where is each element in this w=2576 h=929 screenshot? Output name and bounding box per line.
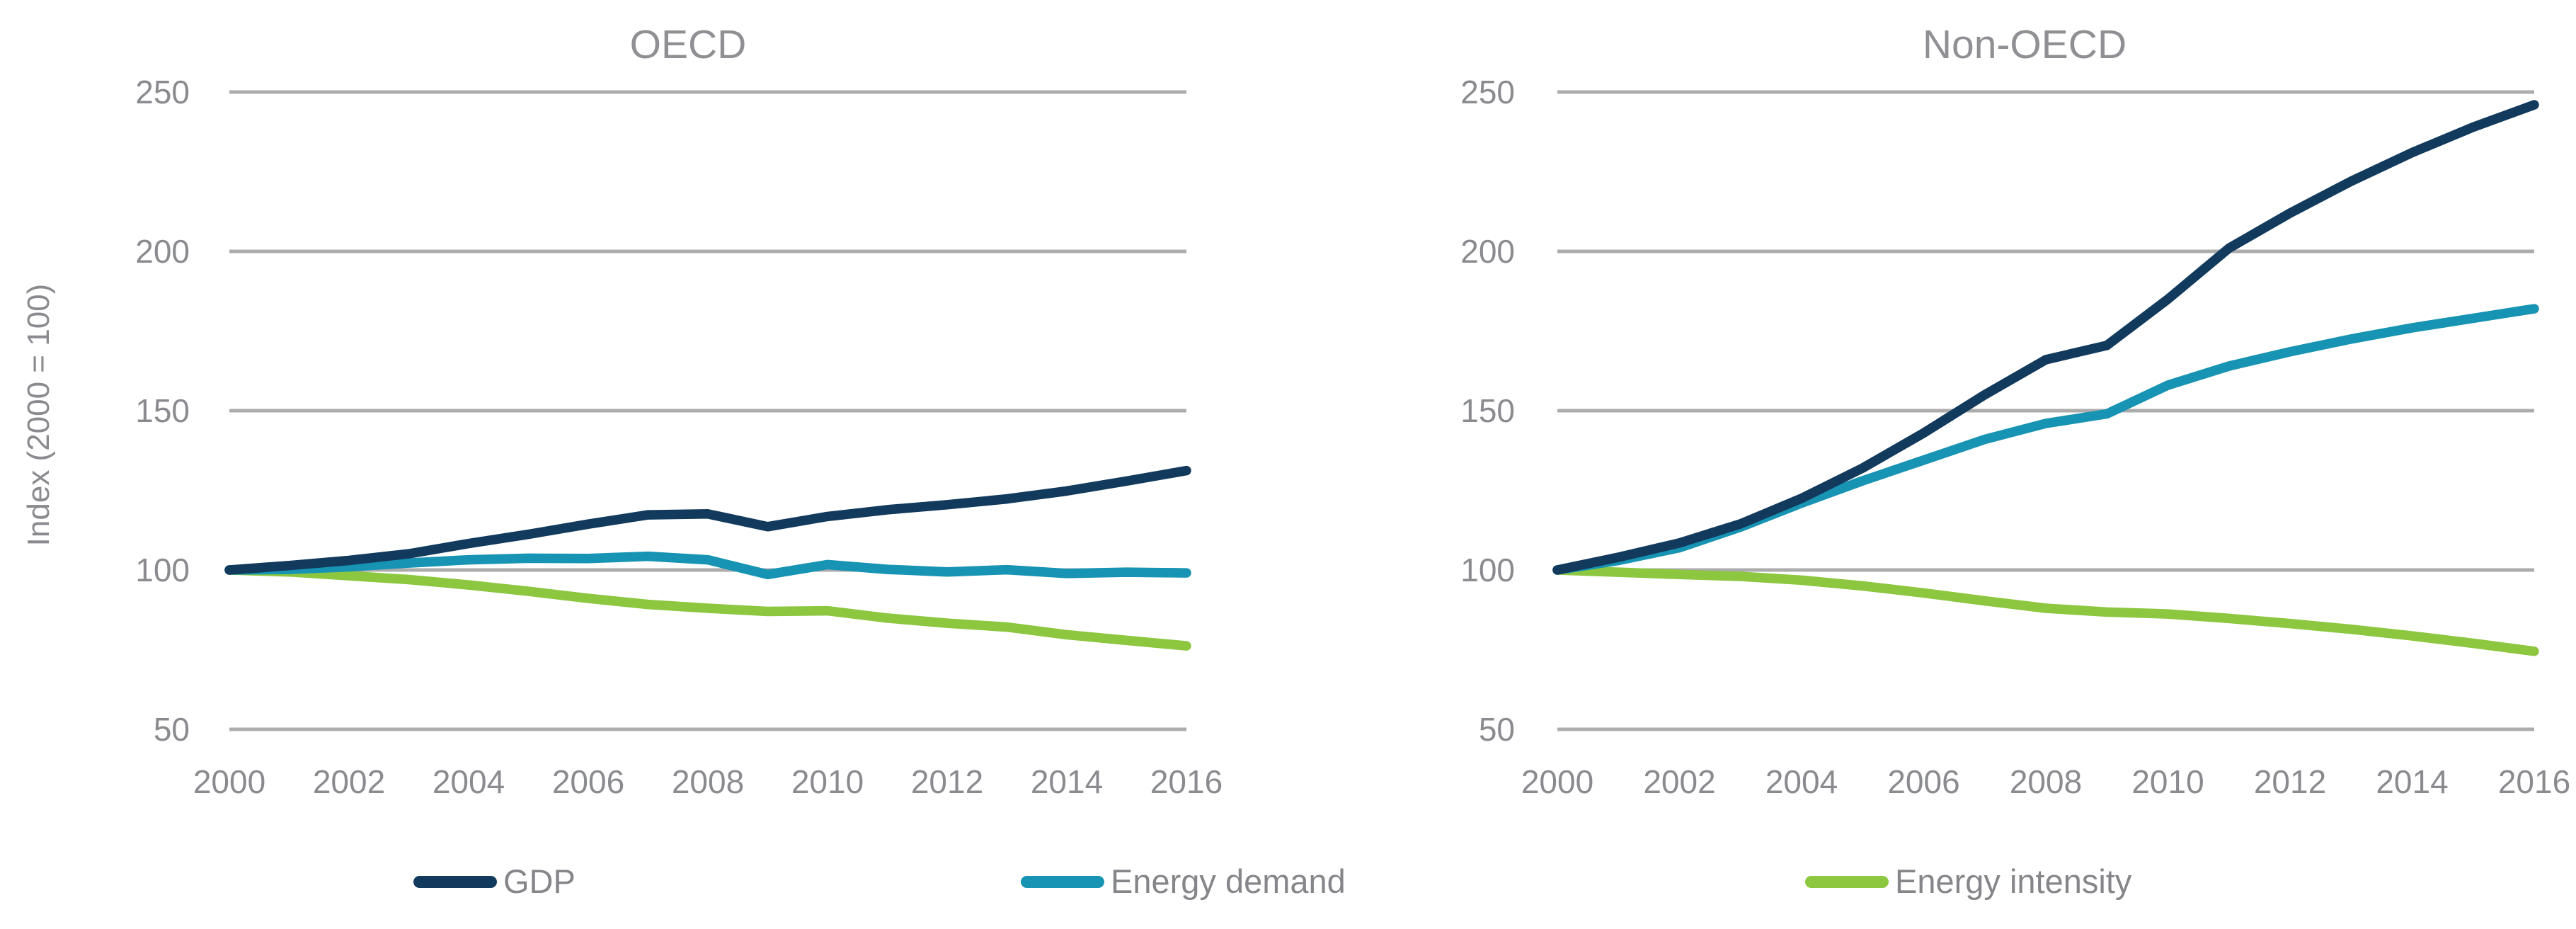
x-tick-label-oecd-2002: 2002 [312,763,386,800]
series-line-energy-intensity [224,565,1191,651]
chart-title-oecd: OECD [629,22,747,67]
series-line-energy-intensity [1552,565,2539,656]
x-tick-label-non-oecd-2012: 2012 [2253,763,2327,800]
legend-label-energy-demand: Energy demand [1111,862,1346,900]
x-tick-label-non-oecd-2016: 2016 [2497,763,2571,800]
legend: GDP Energy demand Energy intensity [0,857,2576,913]
x-tick-label-oecd-2004: 2004 [432,763,505,800]
plot-area-non-oecd [1552,90,2539,731]
x-tick-label-oecd-2012: 2012 [910,763,984,800]
series-line-gdp [1552,100,2539,575]
x-tick-label-oecd-2016: 2016 [1150,763,1223,800]
x-tick-label-oecd-2010: 2010 [791,763,864,800]
x-tick-label-non-oecd-2002: 2002 [1643,763,1716,800]
y-tick-label-oecd-50: 50 [153,711,190,748]
y-axis-title: Index (2000 = 100) [21,283,56,547]
series-line-gdp [224,465,1191,575]
y-tick-label-oecd-200: 200 [135,233,190,270]
y-tick-label-non-oecd-150: 150 [1460,392,1515,429]
legend-swatch-energy-demand [1021,875,1104,888]
x-tick-label-oecd-2008: 2008 [671,763,745,800]
x-tick-label-non-oecd-2000: 2000 [1521,763,1594,800]
chart-title-non-oecd: Non-OECD [1922,22,2127,67]
y-tick-label-oecd-150: 150 [135,392,190,429]
x-tick-label-non-oecd-2004: 2004 [1765,763,1838,800]
legend-item-energy-intensity: Energy intensity [1805,857,2131,906]
x-tick-label-non-oecd-2014: 2014 [2376,763,2449,800]
legend-label-gdp: GDP [503,862,576,900]
legend-item-gdp: GDP [413,857,576,906]
series-line-energy-demand [224,551,1191,580]
x-tick-label-oecd-2006: 2006 [551,763,625,800]
legend-swatch-energy-intensity [1805,875,1889,888]
x-tick-label-non-oecd-2008: 2008 [2009,763,2083,800]
plot-area-oecd [224,90,1191,731]
y-tick-label-non-oecd-100: 100 [1460,552,1515,588]
y-tick-label-oecd-250: 250 [135,74,190,110]
legend-swatch-gdp [413,875,497,888]
legend-item-energy-demand: Energy demand [1021,857,1346,906]
x-tick-label-non-oecd-2010: 2010 [2131,763,2204,800]
y-tick-label-non-oecd-200: 200 [1460,233,1515,270]
y-tick-label-non-oecd-250: 250 [1460,74,1515,110]
x-tick-label-non-oecd-2006: 2006 [1887,763,1960,800]
x-tick-label-oecd-2014: 2014 [1030,763,1104,800]
y-tick-label-non-oecd-50: 50 [1478,711,1515,748]
y-tick-label-oecd-100: 100 [135,552,190,588]
x-tick-label-oecd-2000: 2000 [193,763,266,800]
legend-label-energy-intensity: Energy intensity [1895,862,2132,900]
